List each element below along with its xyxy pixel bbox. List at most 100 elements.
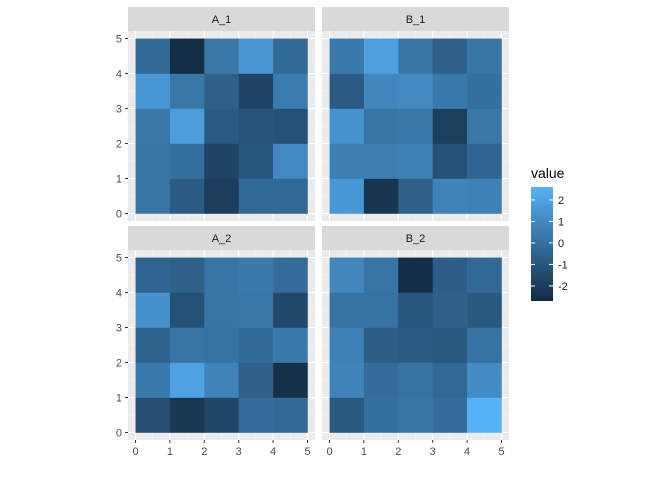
- heatmap-tile: [135, 143, 171, 179]
- heatmap-tile: [169, 292, 205, 328]
- heatmap-tile: [467, 178, 502, 214]
- heatmap-tile: [432, 292, 468, 328]
- heatmap-tile: [204, 397, 239, 433]
- facet-strip: [128, 7, 315, 31]
- y-tick-label: 2: [116, 358, 122, 370]
- x-tick-label: 5: [304, 446, 310, 458]
- heatmap-tile: [467, 362, 502, 398]
- x-tick-label: 5: [498, 446, 504, 458]
- heatmap-tile: [238, 257, 274, 293]
- heatmap-tile: [432, 178, 468, 214]
- heatmap-tile: [363, 257, 399, 293]
- heatmap-tile: [135, 397, 171, 433]
- heatmap-tile: [169, 108, 205, 144]
- heatmap-tile: [329, 257, 365, 293]
- heatmap-tile: [432, 362, 468, 398]
- heatmap-tile: [467, 292, 502, 328]
- heatmap-tile: [329, 108, 365, 144]
- heatmap-tile: [467, 257, 502, 293]
- y-tick-label: 2: [116, 139, 122, 151]
- y-tick-label: 1: [116, 174, 122, 186]
- heatmap-tile: [363, 38, 399, 74]
- heatmap-tile: [135, 292, 171, 328]
- heatmap-tile: [273, 73, 308, 109]
- heatmap-tile: [398, 178, 433, 214]
- y-tick-label: 4: [116, 69, 122, 81]
- heatmap-tile: [169, 257, 205, 293]
- x-tick-label: 0: [326, 446, 332, 458]
- legend-tick-label: -1: [558, 259, 568, 271]
- heatmap-tile: [204, 178, 239, 214]
- heatmap-tile: [363, 108, 399, 144]
- heatmap-tile: [398, 38, 433, 74]
- heatmap-tile: [398, 143, 433, 179]
- facet-strip: [128, 226, 315, 250]
- legend-colorbar: [531, 187, 553, 301]
- facet-label: B_2: [406, 233, 426, 245]
- heatmap-tile: [329, 327, 365, 363]
- heatmap-tile: [467, 327, 502, 363]
- heatmap-tile: [238, 38, 274, 74]
- heatmap-tile: [398, 73, 433, 109]
- heatmap-tile: [273, 178, 308, 214]
- heatmap-tile: [238, 143, 274, 179]
- x-tick-label: 2: [201, 446, 207, 458]
- heatmap-tile: [432, 108, 468, 144]
- facet-strip: [322, 7, 509, 31]
- heatmap-tile: [273, 362, 308, 398]
- legend-tick-label: 0: [558, 238, 564, 250]
- heatmap-tile: [329, 73, 365, 109]
- heatmap-tile: [363, 143, 399, 179]
- heatmap-tile: [169, 178, 205, 214]
- heatmap-tile: [432, 38, 468, 74]
- heatmap-tile: [273, 257, 308, 293]
- heatmap-tile: [329, 38, 365, 74]
- heatmap-tile: [398, 108, 433, 144]
- x-tick-label: 1: [167, 446, 173, 458]
- facet-label: B_1: [406, 14, 426, 26]
- heatmap-tile: [169, 73, 205, 109]
- heatmap-tile: [432, 397, 468, 433]
- heatmap-tile: [329, 362, 365, 398]
- x-tick-label: 3: [236, 446, 242, 458]
- heatmap-tile: [363, 327, 399, 363]
- legend-tick-label: 2: [558, 195, 564, 207]
- heatmap-tile: [169, 143, 205, 179]
- heatmap-tile: [273, 108, 308, 144]
- x-tick-label: 1: [361, 446, 367, 458]
- heatmap-tile: [204, 327, 239, 363]
- heatmap-tile: [398, 292, 433, 328]
- heatmap-tile: [238, 292, 274, 328]
- heatmap-tile: [135, 73, 171, 109]
- heatmap-tile: [432, 143, 468, 179]
- x-tick-label: 0: [132, 446, 138, 458]
- heatmap-tile: [238, 362, 274, 398]
- y-tick-label: 4: [116, 288, 122, 300]
- heatmap-tile: [363, 397, 399, 433]
- y-tick-label: 5: [116, 253, 122, 265]
- facet-label: A_1: [212, 14, 232, 26]
- heatmap-tile: [467, 397, 502, 433]
- y-tick-label: 3: [116, 104, 122, 116]
- heatmap-tile: [329, 397, 365, 433]
- heatmap-tile: [169, 38, 205, 74]
- heatmap-tile: [169, 397, 205, 433]
- heatmap-tile: [204, 292, 239, 328]
- legend-title: value: [531, 165, 565, 181]
- heatmap-tile: [432, 257, 468, 293]
- x-tick-label: 4: [464, 446, 470, 458]
- x-tick-label: 2: [395, 446, 401, 458]
- heatmap-tile: [432, 73, 468, 109]
- heatmap-tile: [467, 73, 502, 109]
- heatmap-tile: [398, 257, 433, 293]
- heatmap-tile: [238, 397, 274, 433]
- heatmap-tile: [135, 257, 171, 293]
- heatmap-tile: [273, 397, 308, 433]
- heatmap-tile: [135, 38, 171, 74]
- y-tick-label: 1: [116, 393, 122, 405]
- x-tick-label: 3: [430, 446, 436, 458]
- legend-tick-label: 1: [558, 216, 564, 228]
- facet-label: A_2: [212, 233, 232, 245]
- heatmap-tile: [398, 362, 433, 398]
- y-tick-label: 0: [116, 428, 122, 440]
